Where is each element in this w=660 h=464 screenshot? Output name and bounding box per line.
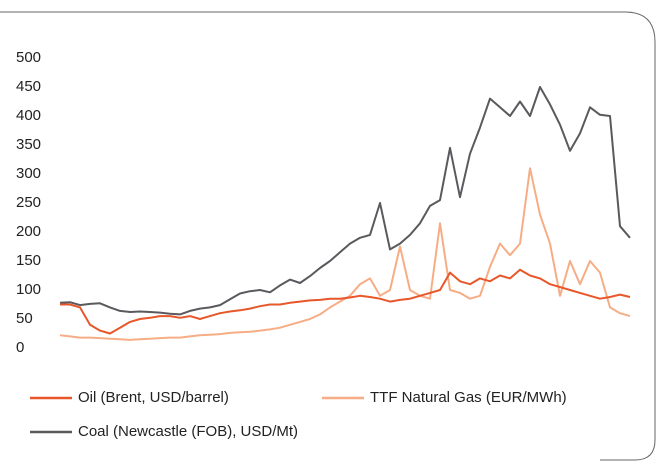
- legend-label: TTF Natural Gas (EUR/MWh): [370, 389, 567, 406]
- y-tick-label: 100: [16, 281, 41, 298]
- y-tick-label: 400: [16, 107, 41, 124]
- y-tick-label: 0: [16, 339, 24, 356]
- y-tick-label: 50: [16, 310, 33, 327]
- y-tick-label: 150: [16, 252, 41, 269]
- frame: [0, 11, 656, 461]
- legend-label: Coal (Newcastle (FOB), USD/Mt): [78, 423, 298, 440]
- legend-label: Oil (Brent, USD/barrel): [78, 389, 229, 406]
- y-tick-label: 500: [16, 49, 41, 66]
- y-tick-label: 300: [16, 165, 41, 182]
- y-tick-label: 450: [16, 78, 41, 95]
- y-tick-label: 200: [16, 223, 41, 240]
- y-tick-label: 250: [16, 194, 41, 211]
- line: [59, 86, 631, 316]
- line: [60, 268, 631, 335]
- line: [59, 167, 631, 341]
- y-tick-label: 350: [16, 136, 41, 153]
